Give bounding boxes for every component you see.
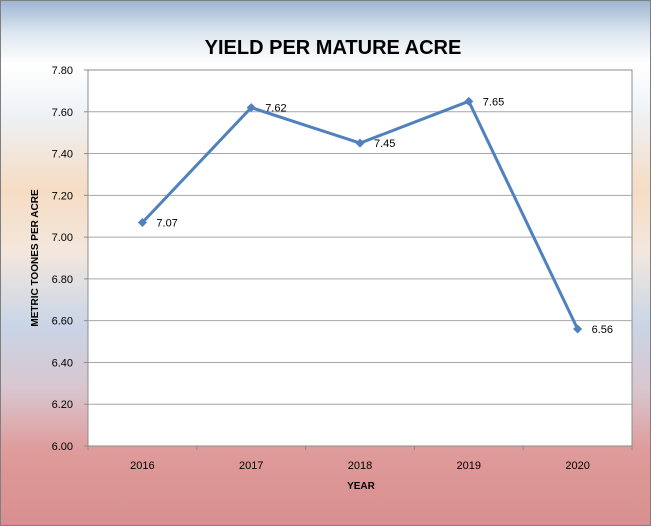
data-label: 6.56	[592, 324, 613, 336]
x-tick-label: 2018	[348, 460, 372, 472]
x-axis-title: YEAR	[347, 481, 376, 492]
y-tick-label: 7.60	[52, 107, 73, 119]
data-label: 7.07	[156, 217, 177, 229]
x-tick-label: 2019	[457, 460, 481, 472]
data-point	[573, 324, 583, 334]
data-point	[246, 103, 256, 113]
x-tick-label: 2020	[565, 460, 589, 472]
x-tick-label: 2017	[239, 460, 263, 472]
y-tick-label: 6.00	[52, 441, 73, 453]
data-label: 7.65	[483, 96, 504, 108]
series-group	[137, 96, 583, 334]
y-tick-label: 7.00	[52, 232, 73, 244]
grid-lines	[88, 111, 632, 405]
plot-area	[87, 69, 633, 447]
data-labels: 7.07 7.62 7.45 7.65 6.56	[156, 96, 613, 336]
y-tick-label: 7.20	[52, 190, 73, 202]
data-point	[355, 138, 365, 148]
y-tick-label: 7.80	[52, 65, 73, 77]
x-tick-label: 2016	[130, 460, 154, 472]
y-axis-ticks: 6.00 6.20 6.40 6.60 6.80 7.00 7.20 7.40 7.60 7.80	[52, 65, 88, 453]
data-label: 7.62	[265, 103, 286, 115]
y-tick-label: 6.80	[52, 274, 73, 286]
y-tick-label: 6.60	[52, 316, 73, 328]
y-tick-label: 6.40	[52, 357, 73, 369]
y-tick-label: 7.40	[52, 149, 73, 161]
x-axis-ticks: 2016 2017 2018 2019 2020	[87, 446, 633, 472]
y-axis-title: METRIC TOONES PER ACRE	[30, 189, 41, 327]
data-point	[137, 217, 147, 227]
data-label: 7.45	[374, 138, 395, 150]
y-tick-label: 6.20	[52, 399, 73, 411]
chart-title: YIELD PER MATURE ACRE	[205, 37, 462, 59]
data-point	[464, 96, 474, 106]
